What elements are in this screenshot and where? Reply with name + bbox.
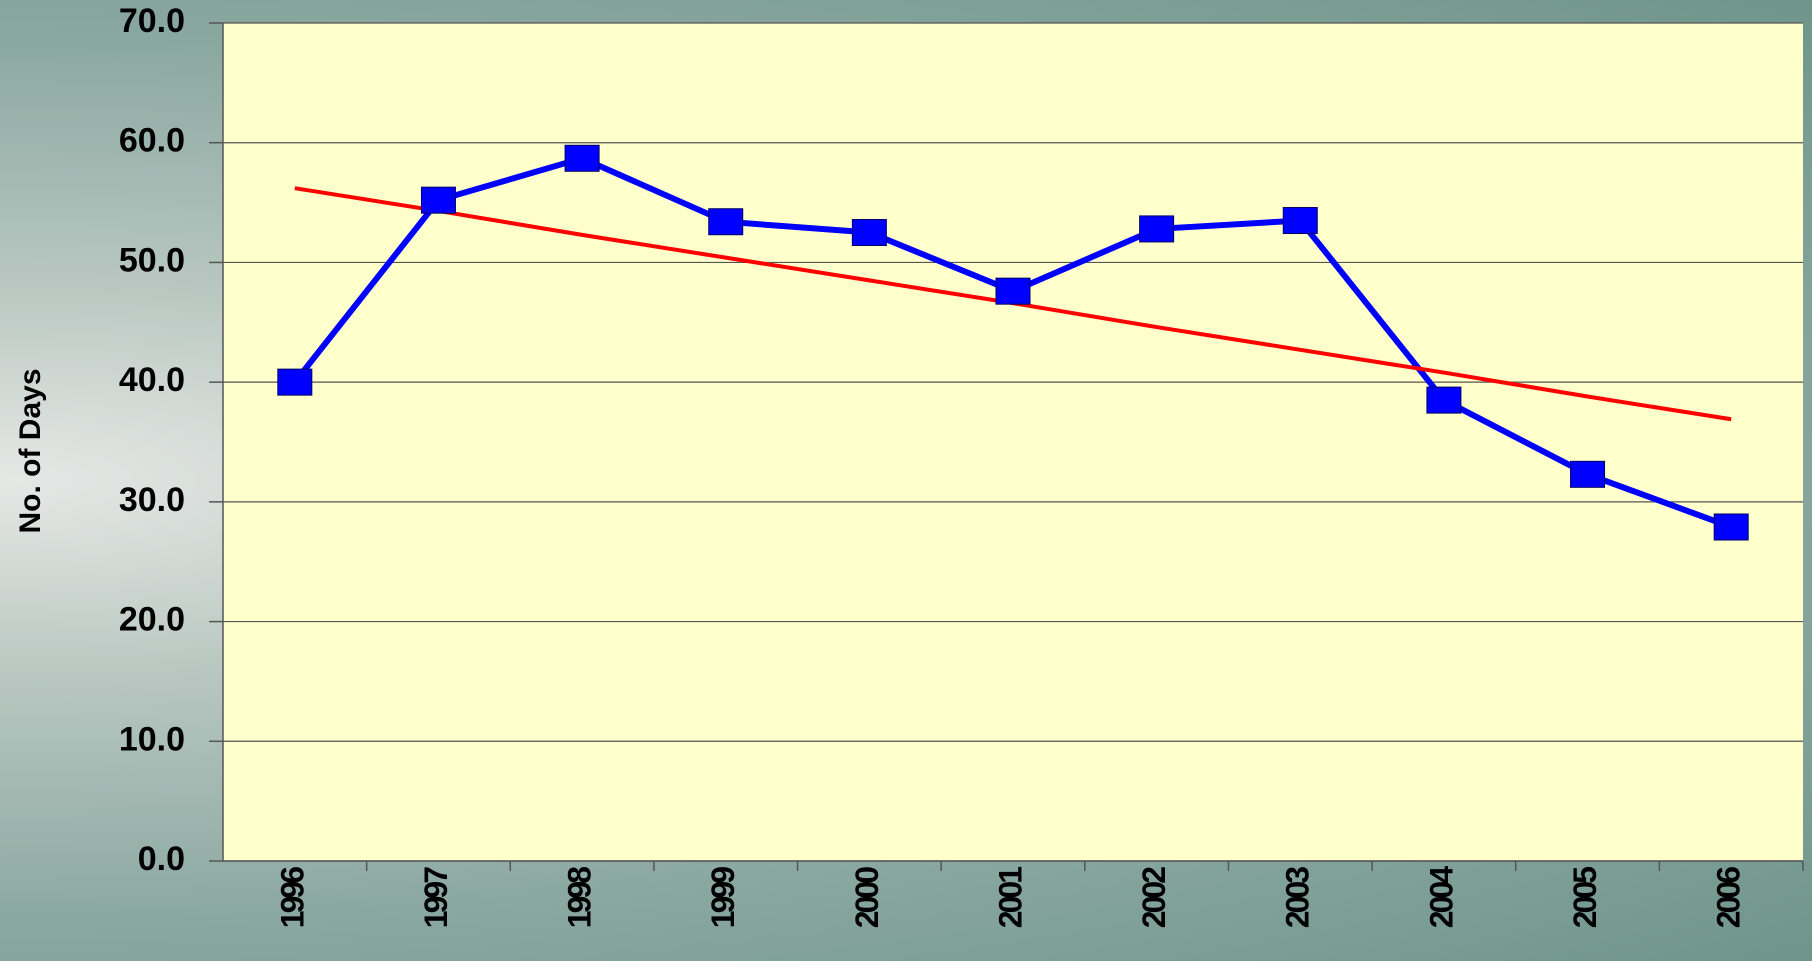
x-tick-label: 2005 [1567, 867, 1603, 928]
marker [277, 368, 313, 396]
x-tick-label: 2002 [1136, 867, 1172, 928]
y-tick-label: 20.0 [119, 601, 185, 639]
x-tick-label: 1997 [418, 867, 454, 928]
marker [1713, 513, 1749, 541]
marker [851, 219, 887, 246]
x-tick-label: 1998 [562, 867, 598, 928]
x-tick-label: 2004 [1423, 866, 1459, 928]
y-tick-label: 10.0 [119, 720, 185, 758]
y-tick-label: 40.0 [119, 361, 185, 399]
x-tick-label: 2006 [1711, 867, 1747, 928]
marker [1282, 207, 1318, 235]
x-tick-label: 1996 [274, 867, 310, 928]
y-tick-label: 70.0 [119, 2, 185, 40]
marker [420, 186, 456, 214]
y-tick-label: 0.0 [138, 840, 185, 878]
marker [1570, 460, 1606, 488]
y-axis-label: No. of Days [14, 368, 47, 533]
x-tick-label: 2003 [1280, 867, 1316, 928]
x-tick-label: 2000 [849, 867, 885, 928]
x-tick-label: 1999 [705, 867, 741, 928]
marker [995, 277, 1031, 305]
marker [564, 144, 600, 172]
y-tick-label: 30.0 [119, 481, 185, 519]
marker [1139, 215, 1175, 243]
y-tick-label: 50.0 [119, 241, 185, 279]
marker [1426, 386, 1462, 414]
plot-area [223, 23, 1803, 861]
y-tick-label: 60.0 [119, 122, 185, 160]
x-tick-label: 2001 [992, 867, 1028, 928]
marker [708, 208, 744, 236]
